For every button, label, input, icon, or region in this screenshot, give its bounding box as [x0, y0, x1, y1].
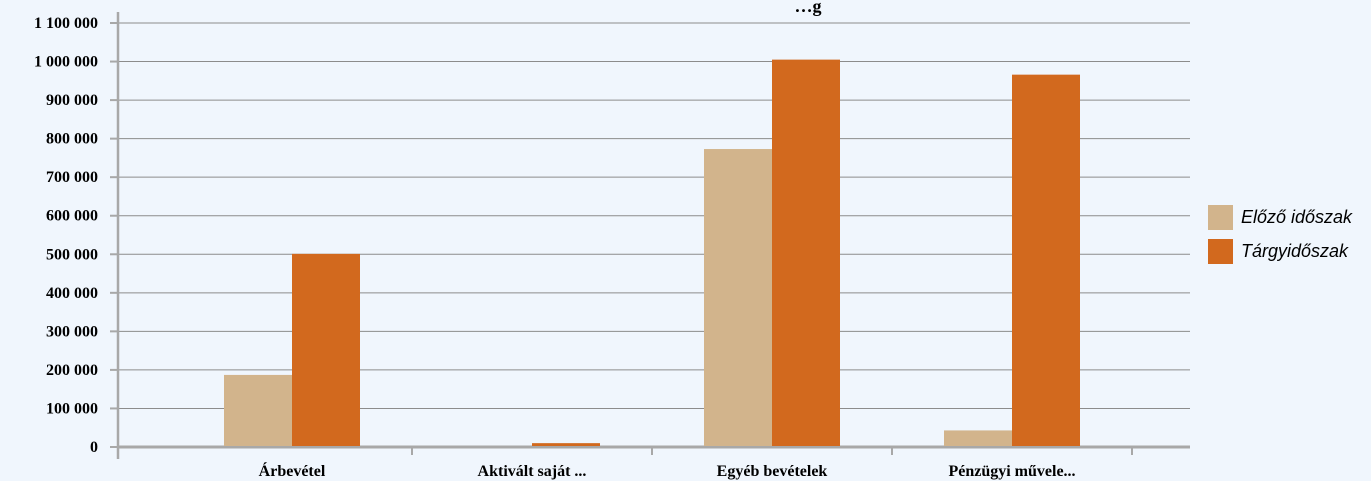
y-tick-label: 700 000 [46, 169, 98, 186]
bar-previous-3 [944, 430, 1012, 446]
x-category-label: Aktivált saját ... [478, 463, 587, 480]
y-tick-label: 0 [90, 439, 98, 456]
bar-current-1 [532, 443, 600, 446]
legend-item-previous: Előző időszak [1208, 200, 1352, 234]
legend-swatch-previous [1208, 204, 1233, 230]
x-category-label: Árbevétel [259, 461, 326, 480]
y-tick-label: 800 000 [46, 131, 98, 148]
x-category-label: Egyéb bevételek [717, 463, 828, 480]
y-tick-label: 500 000 [46, 246, 98, 263]
y-tick-label: 400 000 [46, 285, 98, 302]
y-tick-label: 1 000 000 [34, 54, 98, 71]
y-tick-label: 1 100 000 [34, 15, 98, 32]
chart-title: …g [795, 0, 822, 16]
legend-item-current: Tárgyidőszak [1208, 234, 1352, 268]
bar-current-0 [292, 253, 360, 446]
legend-label-current: Tárgyidőszak [1241, 240, 1349, 261]
chart-legend: Előző időszak Tárgyidőszak [1208, 200, 1352, 268]
bar-previous-2 [704, 149, 772, 446]
y-tick-label: 300 000 [46, 323, 98, 340]
y-tick-label: 200 000 [46, 362, 98, 379]
x-category-label: Pénzügyi művele... [948, 463, 1075, 480]
legend-label-previous: Előző időszak [1241, 206, 1353, 227]
legend-swatch-current [1208, 238, 1233, 264]
y-tick-label: 600 000 [46, 208, 98, 225]
bar-previous-0 [224, 374, 292, 446]
bar-current-3 [1012, 74, 1080, 446]
y-tick-label: 900 000 [46, 92, 98, 109]
y-tick-label: 100 000 [46, 400, 98, 417]
bar-current-2 [772, 59, 840, 446]
